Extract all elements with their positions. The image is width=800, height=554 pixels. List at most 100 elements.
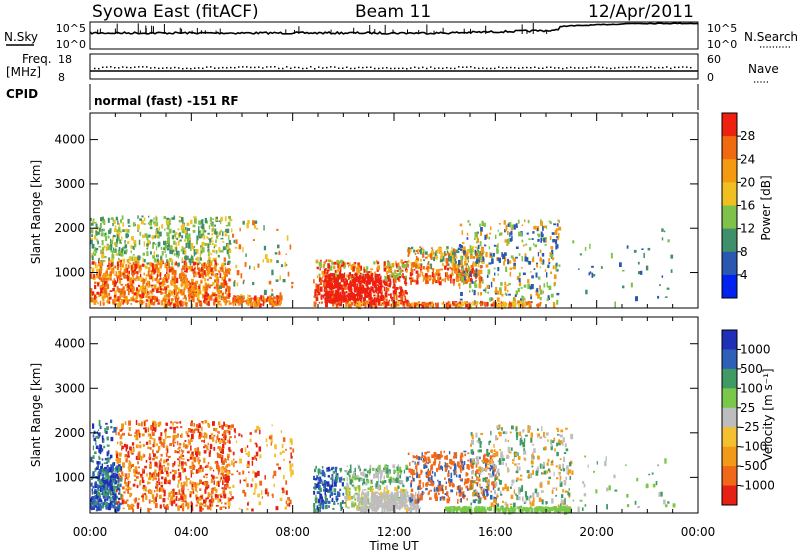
heatmap-cell xyxy=(661,237,664,241)
heatmap-cell xyxy=(325,268,327,271)
heatmap-cell xyxy=(153,217,155,221)
heatmap-cell xyxy=(475,302,478,306)
heatmap-cell xyxy=(142,484,146,488)
heatmap-cell xyxy=(192,487,194,491)
heatmap-cell xyxy=(179,476,182,481)
heatmap-cell xyxy=(109,483,112,489)
heatmap-cell xyxy=(421,303,425,309)
heatmap-cell xyxy=(193,423,195,427)
heatmap-cell xyxy=(121,471,124,475)
heatmap-cell xyxy=(329,293,332,298)
heatmap-cell xyxy=(226,228,230,233)
heatmap-cell xyxy=(413,269,416,271)
heatmap-cell xyxy=(332,290,335,296)
heatmap-cell xyxy=(95,484,97,488)
heatmap-cell xyxy=(213,486,216,491)
heatmap-cell xyxy=(273,483,275,487)
heatmap-cell xyxy=(530,284,534,289)
heatmap-cell xyxy=(153,500,156,504)
heatmap-cell xyxy=(116,265,119,270)
heatmap-cell xyxy=(190,428,194,433)
heatmap-cell xyxy=(222,433,225,439)
heatmap-cell xyxy=(357,278,360,284)
heatmap-cell xyxy=(540,221,543,227)
heatmap-cell xyxy=(90,291,92,297)
heatmap-cell xyxy=(146,262,150,265)
heatmap-cell xyxy=(108,493,110,495)
heatmap-cell xyxy=(460,292,463,296)
heatmap-cell xyxy=(366,266,369,270)
heatmap-cell xyxy=(395,287,399,290)
heatmap-cell xyxy=(151,500,154,503)
heatmap-cell xyxy=(225,475,228,480)
heatmap-cell xyxy=(505,302,508,307)
heatmap-cell xyxy=(147,285,150,289)
heatmap-cell xyxy=(189,265,192,270)
heatmap-cell xyxy=(169,248,172,252)
heatmap-cell xyxy=(431,250,434,256)
heatmap-cell xyxy=(199,465,202,469)
heatmap-cell xyxy=(186,478,188,483)
heatmap-cell xyxy=(168,244,170,248)
heatmap-cell xyxy=(277,244,280,249)
heatmap-cell xyxy=(400,274,403,277)
heatmap-cell xyxy=(145,419,148,422)
heatmap-cell xyxy=(556,223,559,227)
heatmap-cell xyxy=(120,292,123,298)
heatmap-cell xyxy=(180,283,183,287)
heatmap-cell xyxy=(246,508,249,511)
heatmap-cell xyxy=(133,474,137,477)
heatmap-cell xyxy=(100,448,103,453)
heatmap-cell xyxy=(340,273,343,277)
heatmap-cell xyxy=(156,267,160,273)
heatmap-cell xyxy=(234,435,236,439)
heatmap-cell xyxy=(132,483,136,487)
heatmap-cell xyxy=(556,244,559,249)
heatmap-cell xyxy=(192,294,195,298)
heatmap-cell xyxy=(111,217,114,219)
heatmap-cell xyxy=(451,255,455,261)
heatmap-cell xyxy=(512,297,515,304)
heatmap-cell xyxy=(166,231,168,237)
heatmap-cell xyxy=(480,277,483,282)
heatmap-cell xyxy=(188,240,191,244)
heatmap-cell xyxy=(383,261,386,266)
heatmap-cell xyxy=(213,301,216,306)
nave-dot xyxy=(650,66,652,68)
heatmap-cell xyxy=(229,427,232,431)
heatmap-cell xyxy=(95,501,99,506)
heatmap-cell xyxy=(201,264,205,267)
heatmap-cell xyxy=(217,279,220,283)
heatmap-cell xyxy=(114,296,117,302)
heatmap-cell xyxy=(670,269,673,273)
heatmap-cell xyxy=(196,292,200,299)
heatmap-cell xyxy=(258,501,262,506)
heatmap-cell xyxy=(497,304,500,308)
heatmap-cell xyxy=(544,237,547,240)
heatmap-cell xyxy=(227,439,230,443)
heatmap-cell xyxy=(228,505,230,509)
heatmap-cell xyxy=(261,496,263,499)
heatmap-cell xyxy=(98,275,101,280)
heatmap-cell xyxy=(469,248,473,255)
heatmap-cell xyxy=(212,293,216,297)
heatmap-cell xyxy=(98,260,100,264)
heatmap-cell xyxy=(203,475,205,478)
nsearch-label: N.Search xyxy=(744,30,798,44)
heatmap-cell xyxy=(474,300,476,306)
heatmap-cell xyxy=(194,284,197,290)
cpid-label: CPID xyxy=(6,87,38,101)
heatmap-cell xyxy=(147,433,151,437)
heatmap-cell xyxy=(206,302,208,306)
heatmap-cell xyxy=(137,224,140,230)
heatmap-cell xyxy=(375,260,378,263)
heatmap-cell xyxy=(194,482,196,488)
heatmap-cell xyxy=(324,491,327,496)
heatmap-cell xyxy=(115,271,117,277)
heatmap-cell xyxy=(345,303,347,307)
heatmap-cell xyxy=(440,253,443,260)
heatmap-cell xyxy=(152,478,154,481)
heatmap-cell xyxy=(163,240,166,246)
heatmap-cell xyxy=(180,303,182,307)
nave-dot xyxy=(102,66,104,69)
